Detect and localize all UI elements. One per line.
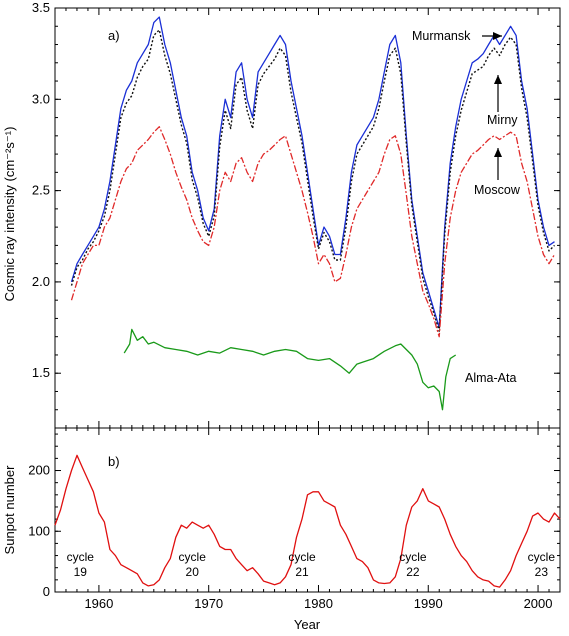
series-murmansk <box>70 16 555 329</box>
cycle-label-line: cycle <box>67 550 95 564</box>
cycle-label: cycle 21 <box>288 550 316 579</box>
panel-a-yticks: 1.5 2.0 2.5 3.0 3.5 <box>32 0 560 429</box>
y-tick-label: 2.0 <box>32 274 50 289</box>
cycle-label-line: cycle <box>288 550 316 564</box>
cycle-label-line: 23 <box>535 565 549 579</box>
y-tick-label: 1.5 <box>32 365 50 380</box>
annotation-murmansk: Murmansk <box>412 29 471 43</box>
panel-a-xticks <box>54 8 561 428</box>
cycle-label-line: 21 <box>295 565 309 579</box>
panel-b-ylabel: Sunpot number <box>2 465 17 555</box>
series-alma-ata <box>123 328 457 411</box>
cycle-label: cycle 23 <box>528 550 556 579</box>
panel-a-tag: a) <box>108 28 120 43</box>
cycle-label-line: 19 <box>74 565 88 579</box>
panel-b-xlabel: Year <box>294 617 321 632</box>
cycle-label: cycle 22 <box>399 550 427 579</box>
cycle-label-line: cycle <box>528 550 556 564</box>
arrow-moscow-head <box>494 148 502 157</box>
x-tick-label: 2000 <box>524 596 553 611</box>
panel-a-annotations: Murmansk Mirny Moscow Alma-Ata <box>412 29 521 385</box>
y-tick-label: 0 <box>43 584 50 599</box>
cycle-label: cycle 19 <box>67 550 95 579</box>
cycle-label-line: cycle <box>399 550 427 564</box>
panel-b-xticks: 1960 1970 1980 1990 2000 <box>54 428 561 611</box>
x-tick-label: 1990 <box>414 596 443 611</box>
panel-b-yticks: 0 100 200 <box>28 433 560 599</box>
panel-a: a) Cosmic ray intensity (cm⁻²s⁻¹) 1.5 2.0… <box>2 0 561 429</box>
cycle-label-line: cycle <box>179 550 207 564</box>
y-tick-label: 3.5 <box>32 0 50 15</box>
cycle-label-line: 22 <box>406 565 420 579</box>
series-mirny <box>70 29 555 332</box>
annotation-alma-ata: Alma-Ata <box>465 371 516 385</box>
arrow-mirny-head <box>494 75 502 84</box>
panel-b-series <box>54 454 561 588</box>
cycle-label-line: 20 <box>186 565 200 579</box>
panel-a-ylabel: Cosmic ray intensity (cm⁻²s⁻¹) <box>2 127 17 302</box>
annotation-mirny: Mirny <box>487 113 518 127</box>
series-sunspot-number <box>54 454 561 588</box>
panel-b-tag: b) <box>108 454 120 469</box>
y-tick-label: 2.5 <box>32 183 50 198</box>
arrow-murmansk-head <box>493 32 502 40</box>
panel-a-series <box>70 16 556 411</box>
y-tick-label: 3.0 <box>32 91 50 106</box>
x-tick-label: 1960 <box>84 596 113 611</box>
y-tick-label: 200 <box>28 463 50 478</box>
series-moscow <box>70 126 556 338</box>
panel-a-frame <box>54 7 561 429</box>
y-tick-label: 100 <box>28 523 50 538</box>
cycle-label: cycle 20 <box>179 550 207 579</box>
annotation-moscow: Moscow <box>474 183 521 197</box>
x-tick-label: 1980 <box>304 596 333 611</box>
x-tick-label: 1970 <box>194 596 223 611</box>
